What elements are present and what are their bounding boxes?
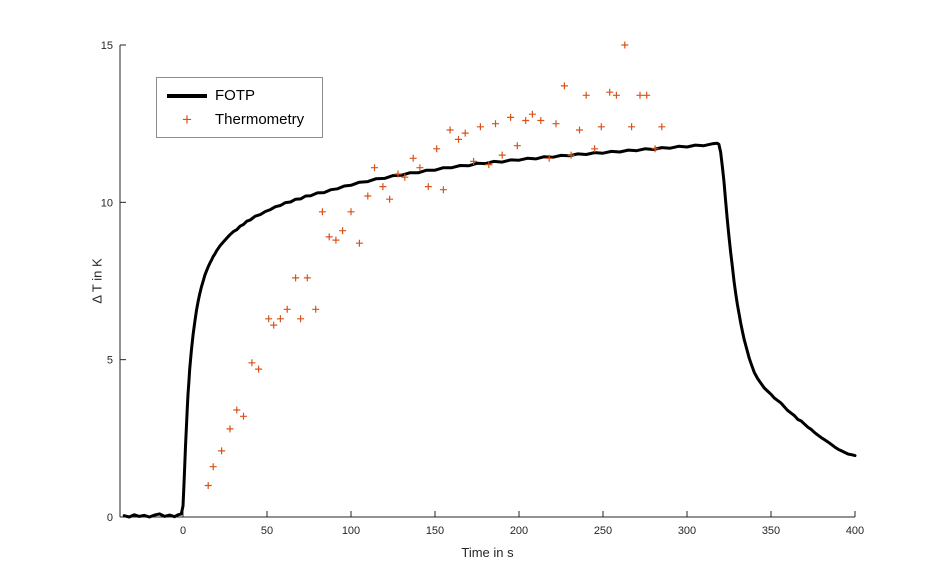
x-axis-ticks: 0 50 100 150 200 250 300 350 400 xyxy=(180,511,864,537)
line-swatch xyxy=(167,93,207,98)
y-axis-label: Δ T in K xyxy=(89,258,105,304)
x-tick-label: 400 xyxy=(846,525,864,537)
legend-item-thermometry: + Thermometry xyxy=(166,111,304,128)
y-tick-label: 0 xyxy=(107,512,113,524)
x-tick-label: 50 xyxy=(261,525,273,537)
thermometry-marker-sample: + xyxy=(166,110,208,129)
x-tick-label: 0 xyxy=(180,525,186,537)
y-tick-label: 15 xyxy=(101,40,113,52)
x-tick-label: 300 xyxy=(678,525,696,537)
x-axis-label: Time in s xyxy=(461,545,514,560)
x-tick-label: 100 xyxy=(342,525,360,537)
x-tick-label: 350 xyxy=(762,525,780,537)
thermometry-markers xyxy=(204,41,666,489)
x-tick-label: 200 xyxy=(510,525,528,537)
fotp-line-sample xyxy=(166,93,208,98)
legend-label-fotp: FOTP xyxy=(215,87,255,104)
legend-item-fotp: FOTP xyxy=(166,87,304,104)
x-tick-label: 150 xyxy=(426,525,444,537)
legend-label-thermometry: Thermometry xyxy=(215,111,305,128)
y-tick-label: 5 xyxy=(107,355,113,367)
plus-marker-icon: + xyxy=(182,110,192,129)
y-tick-label: 10 xyxy=(101,197,113,209)
fotp-line xyxy=(122,141,857,519)
legend: FOTP + Thermometry xyxy=(156,77,324,138)
y-axis-ticks: 0 5 10 15 xyxy=(101,40,126,524)
x-tick-label: 250 xyxy=(594,525,612,537)
